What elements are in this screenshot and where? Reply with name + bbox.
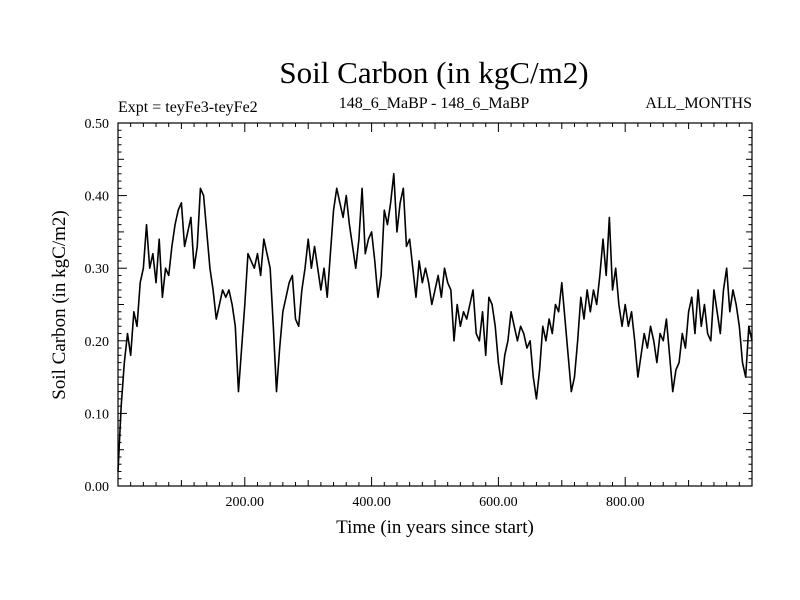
- subtitle-period: 148_6_MaBP - 148_6_MaBP: [339, 95, 530, 112]
- tick-labels: 200.00 400.00 600.00 800.00 0.00 0.10 0.20 0.30…: [85, 117, 645, 510]
- x-tick-label: 200.00: [226, 495, 265, 510]
- subtitle-experiment: Expt = teyFe3-teyFe2: [118, 99, 258, 116]
- axis-ticks: [118, 123, 752, 486]
- x-tick-label: 600.00: [479, 495, 518, 510]
- x-tick-label: 800.00: [606, 495, 645, 510]
- y-tick-label: 0.10: [85, 407, 110, 422]
- y-tick-label: 0.30: [85, 262, 110, 277]
- subtitle-months: ALL_MONTHS: [645, 95, 752, 112]
- y-axis-label: Soil Carbon (in kgC/m2): [49, 210, 70, 399]
- y-tick-label: 0.20: [85, 335, 110, 350]
- chart-title: Soil Carbon (in kgC/m2): [279, 55, 588, 90]
- y-tick-label: 0.50: [85, 117, 110, 132]
- x-axis-label: Time (in years since start): [336, 517, 534, 538]
- y-tick-label: 0.00: [85, 480, 110, 495]
- y-tick-label: 0.40: [85, 190, 110, 205]
- plot-frame: [117, 122, 753, 487]
- series-line: [117, 173, 753, 472]
- x-tick-label: 400.00: [352, 495, 391, 510]
